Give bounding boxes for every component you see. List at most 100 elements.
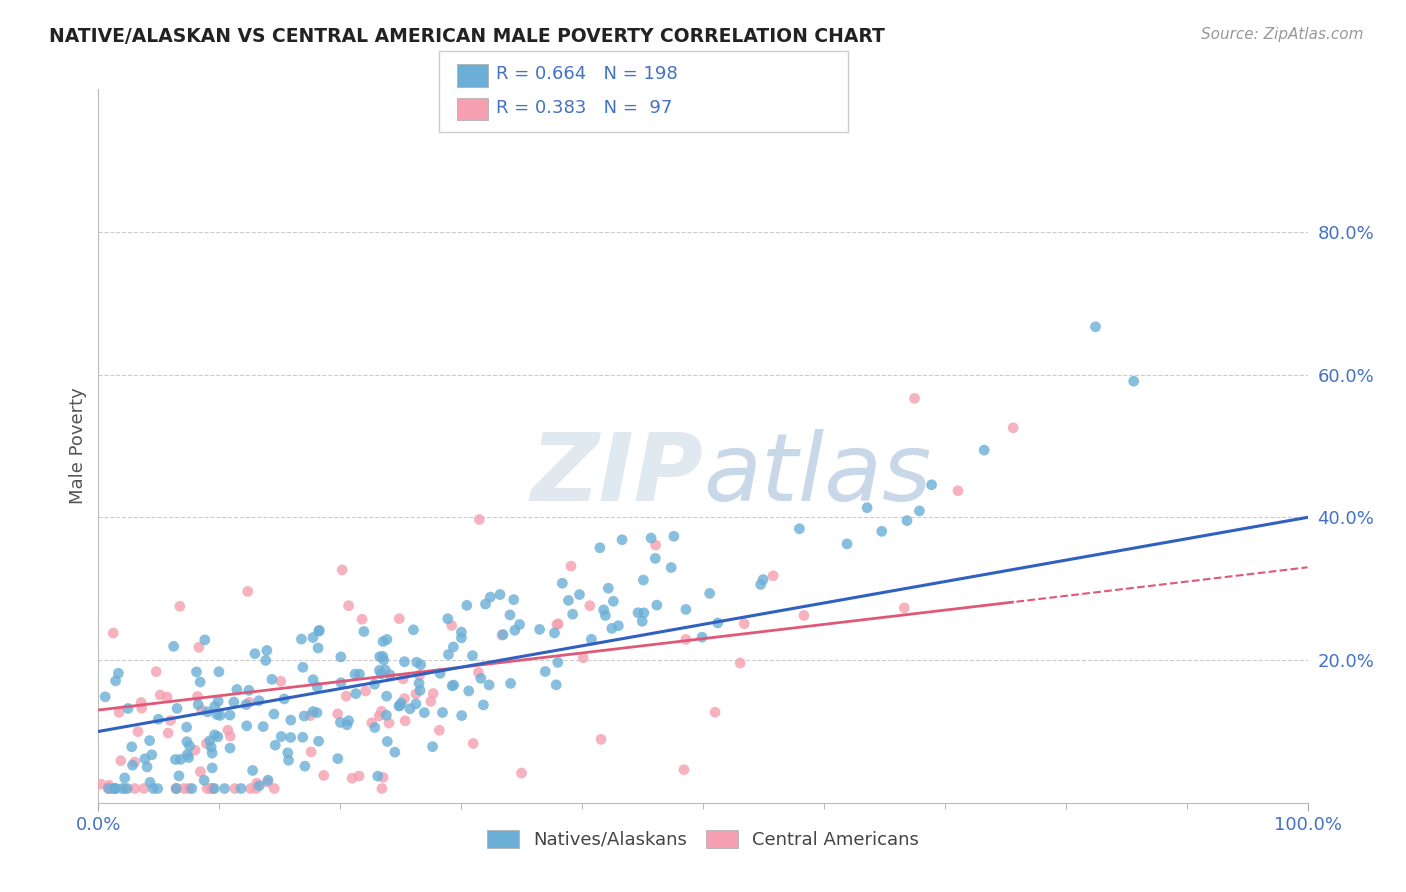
Point (363, 677, 385, 691)
Point (238, 695, 260, 709)
Point (134, 752, 156, 766)
Point (394, 691, 416, 706)
Point (186, 665, 208, 679)
Point (305, 706, 328, 720)
Point (427, 723, 450, 738)
Point (463, 736, 485, 750)
Point (371, 770, 394, 784)
Point (307, 640, 329, 655)
Point (200, 740, 222, 755)
Point (368, 709, 391, 723)
Point (201, 746, 224, 760)
Point (640, 531, 662, 545)
Text: atlas: atlas (703, 429, 931, 520)
Point (302, 631, 325, 645)
Point (371, 781, 394, 796)
Point (472, 698, 495, 712)
Point (124, 755, 146, 769)
Point (201, 781, 224, 796)
Point (793, 608, 815, 623)
Point (489, 588, 512, 602)
Point (371, 649, 394, 664)
Point (273, 692, 295, 706)
Point (752, 573, 775, 587)
Point (201, 781, 224, 796)
Point (422, 686, 444, 700)
Point (441, 679, 464, 693)
Point (146, 781, 169, 796)
Point (176, 720, 198, 734)
Point (127, 724, 149, 739)
Point (180, 781, 202, 796)
Point (326, 706, 349, 721)
Point (631, 615, 654, 629)
Point (337, 714, 360, 728)
Point (352, 612, 374, 626)
Point (179, 739, 201, 753)
Point (104, 781, 127, 796)
Text: ZIP: ZIP (530, 428, 703, 521)
Point (419, 694, 441, 708)
Point (167, 769, 190, 783)
Point (194, 632, 217, 647)
Point (572, 650, 595, 665)
Point (299, 745, 322, 759)
Point (568, 588, 591, 602)
Point (219, 741, 242, 756)
Point (946, 483, 969, 498)
Point (335, 689, 357, 703)
Point (277, 746, 299, 760)
Point (176, 747, 198, 762)
Point (139, 775, 162, 789)
Point (429, 666, 451, 681)
Point (405, 655, 427, 669)
Point (492, 627, 515, 641)
Text: R = 0.383   N =  97: R = 0.383 N = 97 (496, 99, 672, 117)
Point (360, 715, 382, 730)
Point (202, 781, 225, 796)
Point (896, 514, 918, 528)
Point (114, 781, 136, 796)
Point (437, 648, 460, 662)
Point (159, 714, 181, 728)
Point (392, 672, 415, 686)
Point (354, 684, 377, 698)
Point (326, 751, 349, 765)
Point (633, 573, 655, 587)
Point (136, 760, 159, 774)
Point (308, 624, 330, 638)
Point (441, 640, 464, 654)
Point (247, 779, 270, 793)
Point (1002, 421, 1025, 435)
Point (214, 781, 236, 796)
Point (256, 643, 278, 657)
Point (252, 720, 274, 734)
Point (456, 599, 478, 613)
Point (699, 586, 721, 600)
Point (478, 678, 501, 692)
Point (450, 631, 472, 645)
Point (499, 607, 522, 622)
Point (131, 701, 153, 715)
Point (169, 599, 191, 614)
Point (856, 500, 879, 515)
Point (124, 781, 146, 796)
Point (104, 781, 127, 796)
Point (389, 696, 412, 710)
Point (973, 443, 995, 458)
Point (329, 649, 352, 664)
Point (198, 734, 221, 748)
Point (602, 594, 624, 608)
Point (176, 735, 198, 749)
Point (502, 592, 524, 607)
Point (129, 696, 152, 710)
Point (347, 769, 370, 783)
Point (908, 504, 931, 518)
Point (835, 537, 858, 551)
Point (222, 695, 245, 709)
Point (368, 664, 391, 678)
Point (197, 705, 219, 719)
Point (402, 623, 425, 637)
Point (201, 761, 224, 775)
Point (503, 624, 526, 638)
